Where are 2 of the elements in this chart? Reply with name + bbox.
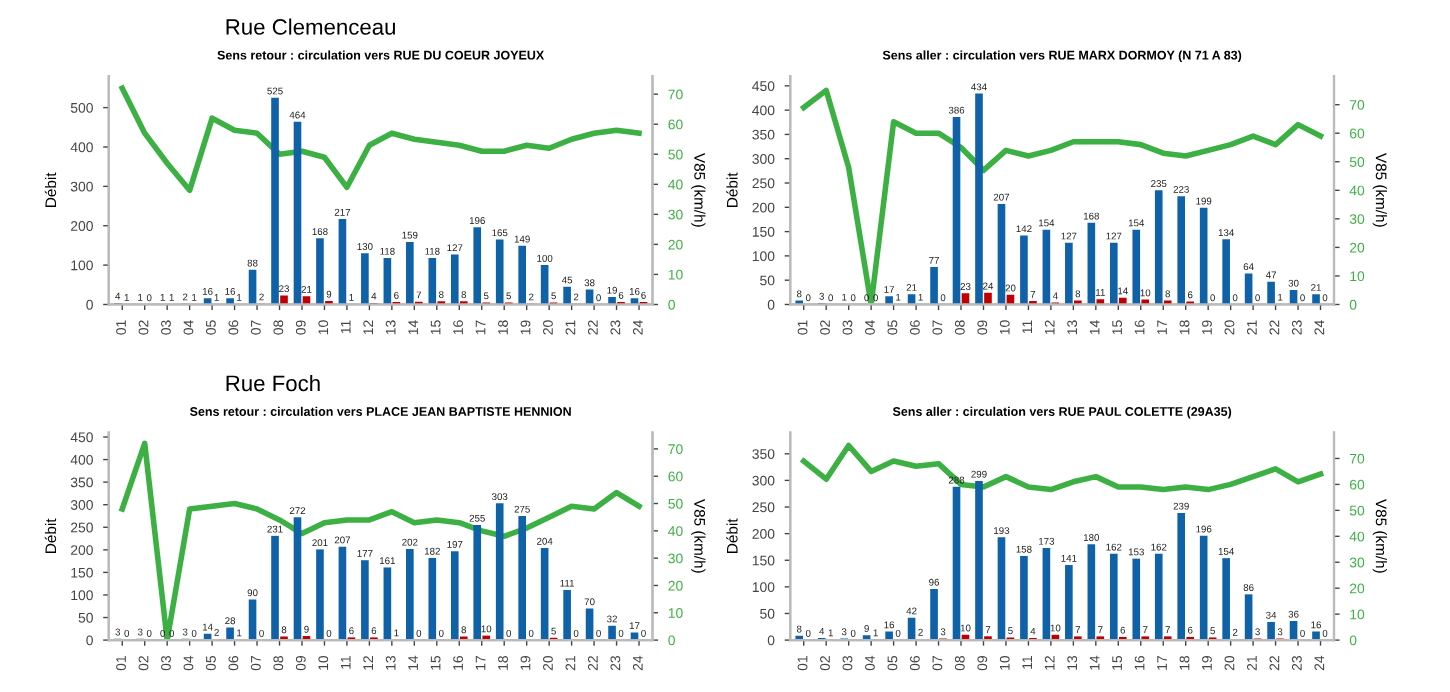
- chart-title: Rue Clemenceau: [226, 18, 395, 35]
- chart-title: Rue Foch: [226, 374, 320, 392]
